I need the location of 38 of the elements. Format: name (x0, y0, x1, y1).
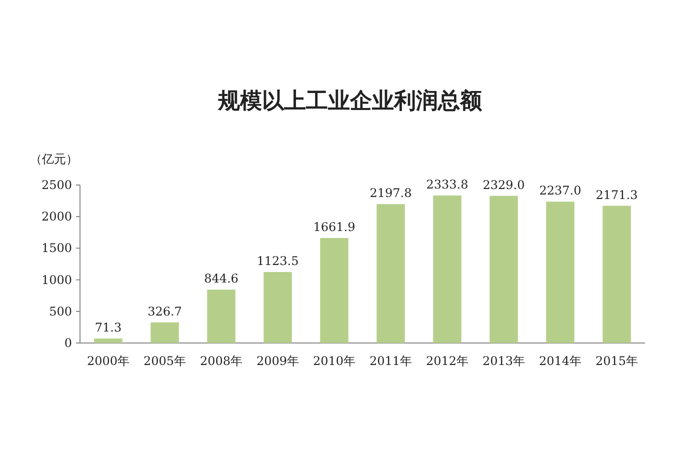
y-tick-label: 0 (64, 336, 72, 350)
x-tick-label: 2013年 (482, 354, 526, 368)
x-tick-label: 2000年 (86, 354, 130, 368)
x-tick-label: 2014年 (538, 354, 582, 368)
data-label: 844.6 (204, 272, 238, 286)
y-tick-label: 1000 (41, 272, 72, 287)
y-tick-label: 500 (49, 304, 72, 318)
data-label: 2329.0 (482, 178, 525, 192)
bar (320, 238, 348, 343)
bar (546, 202, 574, 343)
bar (376, 204, 405, 343)
x-tick-label: 2008年 (200, 354, 243, 368)
x-tick-label: 2015年 (595, 354, 638, 368)
bar (94, 338, 122, 343)
bar (490, 196, 518, 343)
bar (150, 322, 179, 343)
data-label: 326.7 (148, 304, 182, 318)
data-label: 2333.8 (426, 178, 468, 192)
x-tick-label: 2009年 (256, 354, 300, 368)
x-tick-label: 2005年 (143, 354, 186, 368)
data-label: 2171.3 (596, 188, 638, 202)
x-tick-label: 2011年 (369, 354, 412, 368)
bar (207, 290, 236, 343)
bar (264, 272, 292, 343)
data-label: 71.3 (94, 320, 122, 334)
data-label: 1123.5 (256, 254, 299, 268)
y-tick-label: 1500 (41, 241, 72, 256)
y-tick-label: 2000 (41, 210, 72, 224)
data-label: 2237.0 (539, 184, 582, 198)
x-tick-label: 2012年 (426, 354, 469, 368)
data-label: 1661.9 (313, 220, 356, 234)
chart-title: 规模以上工业企业利润总额 (217, 88, 483, 114)
y-tick-label: 2500 (41, 178, 72, 192)
data-label: 2197.8 (370, 186, 412, 200)
x-tick-label: 2010年 (312, 354, 356, 368)
bar (433, 196, 462, 343)
y-axis-title: （亿元） (30, 152, 78, 166)
bar (602, 206, 631, 343)
